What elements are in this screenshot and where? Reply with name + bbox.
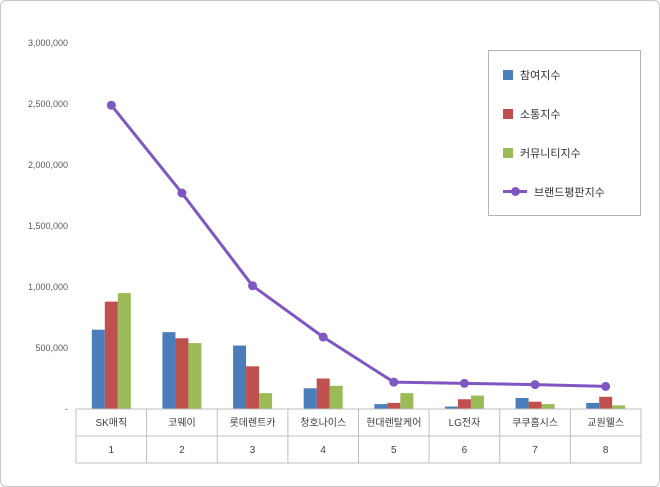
category-rank: 3	[250, 445, 256, 456]
bar-community-3	[259, 393, 273, 409]
category-label: 현대렌탈케어	[366, 416, 421, 429]
category-label: 쿠쿠홈시스	[512, 416, 558, 429]
brand-index-marker-1	[106, 100, 116, 110]
brand-index-marker-2	[177, 188, 187, 198]
legend-label: 소통지수	[520, 108, 561, 121]
bar-community-6	[470, 395, 484, 409]
category-label: SK매직	[95, 417, 127, 429]
category-label: LG전자	[449, 417, 481, 429]
bar-participation-1	[91, 329, 105, 409]
legend-item-communication: 소통지수	[489, 106, 640, 122]
bar-participation-7	[515, 398, 529, 409]
brand-index-marker-7	[530, 380, 540, 390]
bar-community-2	[188, 343, 202, 409]
category-label: 롯데렌트카	[230, 417, 276, 429]
category-rank: 2	[179, 445, 185, 456]
legend-label: 커뮤니티지수	[520, 147, 581, 160]
brand-index-line	[110, 104, 606, 388]
category-label: 청호나이스	[300, 417, 346, 429]
category-label: 코웨이	[168, 417, 196, 429]
community-swatch-icon	[503, 147, 513, 158]
legend-label: 참여지수	[520, 69, 561, 82]
bar-participation-2	[162, 332, 176, 409]
category-rank: 5	[391, 445, 397, 456]
legend-item-participation: 참여지수	[489, 67, 640, 83]
brand-line-dot-icon	[511, 187, 520, 196]
legend-item-brand-reputation: 브랜드평판지수	[489, 184, 640, 200]
category-rank: 1	[109, 445, 115, 456]
category-rank: 8	[603, 445, 609, 456]
bar-communication-5	[387, 402, 401, 409]
bar-participation-3	[233, 345, 247, 409]
bar-communication-4	[316, 378, 330, 409]
brand-index-marker-5	[389, 377, 399, 387]
y-axis-tick: 500,000	[35, 343, 68, 353]
y-axis-tick: 2,500,000	[28, 99, 68, 109]
y-axis-tick: 1,500,000	[28, 221, 68, 231]
bar-communication-8	[599, 396, 613, 409]
bar-community-5	[400, 393, 414, 409]
y-axis-tick: 1,000,000	[28, 282, 68, 292]
category-label: 교원웰스	[587, 417, 624, 429]
bar-community-4	[329, 385, 343, 409]
bar-communication-7	[528, 401, 542, 409]
brand-index-marker-6	[459, 378, 469, 388]
chart-legend: 참여지수 소통지수 커뮤니티지수 브랜드평판지수	[488, 50, 641, 216]
bar-community-8	[612, 405, 626, 409]
legend-item-community: 커뮤니티지수	[489, 145, 640, 161]
y-axis-tick: 3,000,000	[28, 38, 68, 48]
bar-communication-6	[457, 399, 471, 409]
category-rank: 7	[532, 445, 538, 456]
brand-index-marker-8	[601, 381, 611, 391]
brand-index-marker-4	[318, 332, 328, 342]
bar-participation-5	[374, 404, 388, 409]
category-rank: 6	[462, 445, 468, 456]
bar-community-7	[541, 404, 555, 409]
bar-communication-3	[246, 366, 260, 409]
bar-communication-2	[175, 338, 189, 409]
category-rank: 4	[320, 445, 326, 456]
legend-label: 브랜드평판지수	[534, 186, 605, 199]
y-axis-tick: -	[65, 404, 68, 414]
bar-participation-8	[586, 402, 600, 409]
bar-participation-4	[303, 388, 317, 409]
bar-community-1	[117, 293, 131, 409]
bar-participation-6	[444, 406, 458, 409]
brand-index-marker-3	[248, 281, 258, 291]
brand-line-swatch-icon	[503, 187, 527, 196]
bar-communication-1	[104, 301, 118, 409]
y-axis-tick: 2,000,000	[28, 160, 68, 170]
participation-swatch-icon	[503, 69, 513, 80]
communication-swatch-icon	[503, 108, 513, 119]
